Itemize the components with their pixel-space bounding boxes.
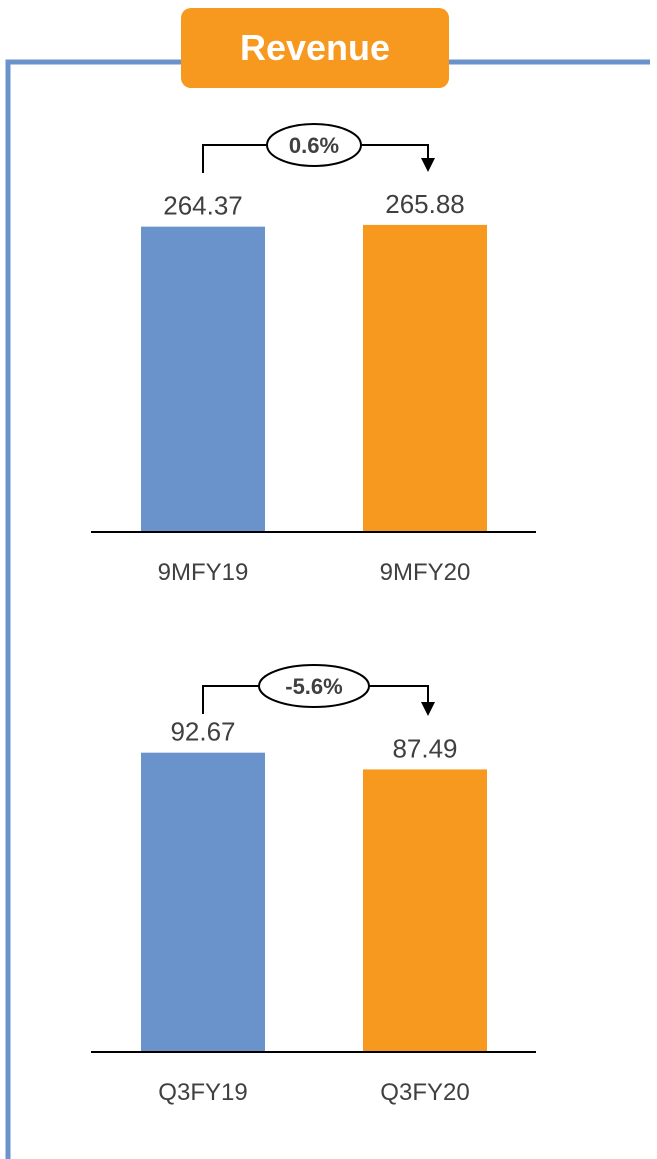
growth-badge	[266, 123, 362, 167]
category-label-Q3FY19: Q3FY19	[158, 1079, 247, 1106]
category-label-9MFY20: 9MFY20	[380, 559, 471, 586]
growth-badge	[258, 664, 370, 708]
value-label-9MFY19: 264.37	[163, 191, 243, 221]
growth-arrowhead	[421, 702, 435, 716]
bar-9MFY20	[363, 224, 487, 532]
value-label-9MFY20: 265.88	[385, 189, 465, 219]
value-label-Q3FY20: 87.49	[392, 733, 457, 763]
bar-Q3FY20	[363, 769, 487, 1052]
growth-label: -5.6%	[285, 674, 342, 699]
value-label-Q3FY19: 92.67	[170, 717, 235, 747]
charts-layer: 264.37 9MFY19 265.88 9MFY20 0.6% 92.67 Q3FY19 8…	[91, 123, 536, 1106]
chart-2: 92.67 Q3FY19 87.49 Q3FY20 -5.6%	[91, 664, 536, 1106]
bar-9MFY19	[141, 226, 265, 532]
growth-label: 0.6%	[289, 133, 339, 158]
category-label-Q3FY20: Q3FY20	[380, 1079, 469, 1106]
chart-title: Revenue	[181, 8, 449, 88]
panel-frame	[5, 59, 650, 1159]
chart-1: 264.37 9MFY19 265.88 9MFY20 0.6%	[91, 123, 536, 586]
growth-arrowhead	[421, 158, 435, 172]
category-label-9MFY19: 9MFY19	[158, 559, 249, 586]
bar-Q3FY19	[141, 752, 265, 1052]
